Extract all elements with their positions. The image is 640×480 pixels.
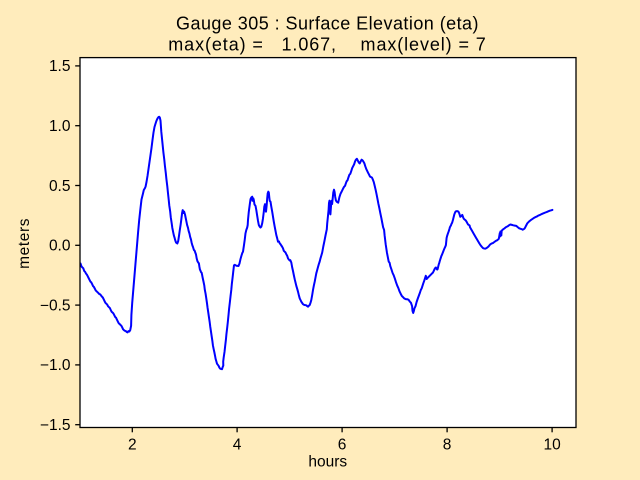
svg-text:6: 6 — [338, 436, 347, 453]
svg-text:1.5: 1.5 — [49, 58, 71, 75]
svg-text:10: 10 — [543, 436, 561, 453]
svg-text:1.0: 1.0 — [49, 118, 71, 135]
svg-text:hours: hours — [308, 454, 347, 471]
svg-text:8: 8 — [443, 436, 452, 453]
svg-text:2: 2 — [128, 436, 137, 453]
svg-text:max(eta) = 1.067, max(lev: max(eta) = 1.067, max(level) = 7 — [168, 35, 486, 55]
svg-text:4: 4 — [233, 436, 242, 453]
svg-text:meters: meters — [16, 218, 33, 269]
svg-text:−1.5: −1.5 — [40, 417, 71, 434]
svg-text:0.5: 0.5 — [49, 178, 71, 195]
svg-text:−1.0: −1.0 — [40, 357, 71, 374]
svg-text:−0.5: −0.5 — [40, 297, 71, 314]
svg-text:0.0: 0.0 — [49, 238, 71, 255]
svg-text:Gauge 305 : Surface Elevation: Gauge 305 : Surface Elevation (eta) — [176, 14, 479, 34]
